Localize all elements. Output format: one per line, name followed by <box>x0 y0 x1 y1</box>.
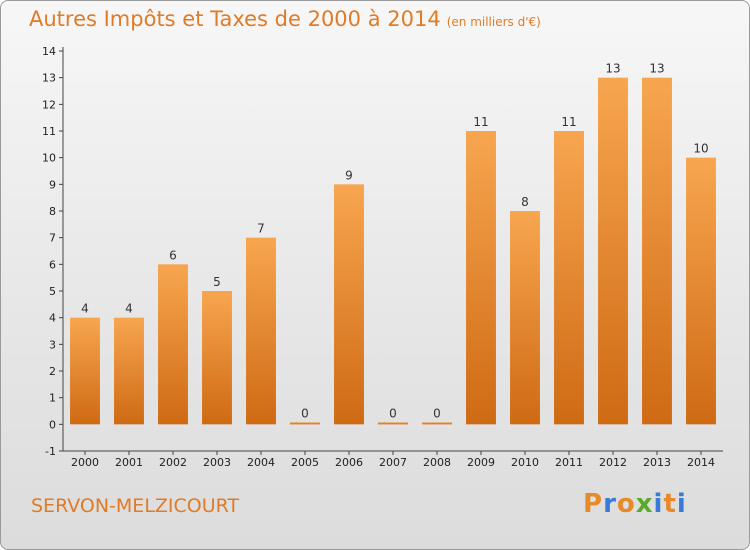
bar-2009 <box>466 131 496 425</box>
value-label-2005: 0 <box>301 406 309 420</box>
bar-2002 <box>158 264 188 425</box>
y-tick-label: 13 <box>42 72 56 85</box>
x-tick-label-2012: 2012 <box>599 456 627 469</box>
value-label-2014: 10 <box>693 142 708 156</box>
x-tick-label-2000: 2000 <box>71 456 99 469</box>
bar-2004 <box>246 237 276 425</box>
logo-letter: x <box>635 489 654 519</box>
value-label-2009: 11 <box>473 115 488 129</box>
bar-2011 <box>554 131 584 425</box>
x-tick-label-2013: 2013 <box>643 456 671 469</box>
x-tick-label-2010: 2010 <box>511 456 539 469</box>
value-label-2006: 9 <box>345 168 353 182</box>
x-tick-label-2004: 2004 <box>247 456 275 469</box>
y-tick-label: 7 <box>49 232 56 245</box>
y-tick-label: 8 <box>49 205 56 218</box>
bar-2014 <box>686 157 716 425</box>
y-tick-label: 10 <box>42 152 56 165</box>
x-tick-label-2001: 2001 <box>115 456 143 469</box>
y-tick-label: 2 <box>49 365 56 378</box>
x-tick-label-2006: 2006 <box>335 456 363 469</box>
y-tick-label: 4 <box>49 312 56 325</box>
bar-2006 <box>334 184 364 425</box>
bar-2000 <box>70 317 100 425</box>
logo-letter: i <box>653 489 664 519</box>
logo-letter: t <box>663 489 677 519</box>
value-label-2010: 8 <box>521 195 529 209</box>
bar-2001 <box>114 317 144 425</box>
value-label-2002: 6 <box>169 248 177 262</box>
commune-name: SERVON-MELZICOURT <box>31 495 240 517</box>
bar-2010 <box>510 211 540 425</box>
x-tick-label-2005: 2005 <box>291 456 319 469</box>
x-tick-label-2011: 2011 <box>555 456 583 469</box>
y-tick-label: 14 <box>42 45 56 58</box>
x-tick-label-2014: 2014 <box>687 456 715 469</box>
value-label-2000: 4 <box>81 302 89 316</box>
value-label-2007: 0 <box>389 406 397 420</box>
logo-letter: i <box>676 489 687 519</box>
logo-letter: P <box>583 489 604 519</box>
bar-2013 <box>642 77 672 425</box>
bar-2008 <box>422 422 452 425</box>
bar-2007 <box>378 422 408 425</box>
chart-unit: (en milliers d'€) <box>446 15 541 29</box>
value-label-2001: 4 <box>125 302 133 316</box>
x-tick-label-2003: 2003 <box>203 456 231 469</box>
bar-2003 <box>202 291 232 425</box>
x-tick-label-2009: 2009 <box>467 456 495 469</box>
y-tick-label: 3 <box>49 338 56 351</box>
x-tick-label-2007: 2007 <box>379 456 407 469</box>
value-label-2012: 13 <box>605 62 620 76</box>
chart-title-text: Autres Impôts et Taxes de 2000 à 2014 <box>29 7 441 31</box>
x-tick-label-2002: 2002 <box>159 456 187 469</box>
y-tick-label: 0 <box>49 418 56 431</box>
value-label-2004: 7 <box>257 222 265 236</box>
bar-2005 <box>290 422 320 425</box>
y-tick-label: 1 <box>49 392 56 405</box>
y-tick-label: 5 <box>49 285 56 298</box>
y-tick-label: 11 <box>42 125 56 138</box>
chart-title: Autres Impôts et Taxes de 2000 à 2014 (en… <box>29 7 541 31</box>
value-label-2011: 11 <box>561 115 576 129</box>
y-tick-label: 12 <box>42 98 56 111</box>
y-tick-label: 6 <box>49 258 56 271</box>
logo-letter: r <box>603 489 617 519</box>
value-label-2013: 13 <box>649 62 664 76</box>
y-tick-label: 9 <box>49 178 56 191</box>
x-tick-label-2008: 2008 <box>423 456 451 469</box>
y-tick-label: -1 <box>45 445 56 458</box>
value-label-2008: 0 <box>433 406 441 420</box>
bar-2012 <box>598 77 628 425</box>
logo-letter: o <box>616 489 636 519</box>
proxiti-logo: Proxiti <box>583 489 687 519</box>
value-label-2003: 5 <box>213 275 221 289</box>
